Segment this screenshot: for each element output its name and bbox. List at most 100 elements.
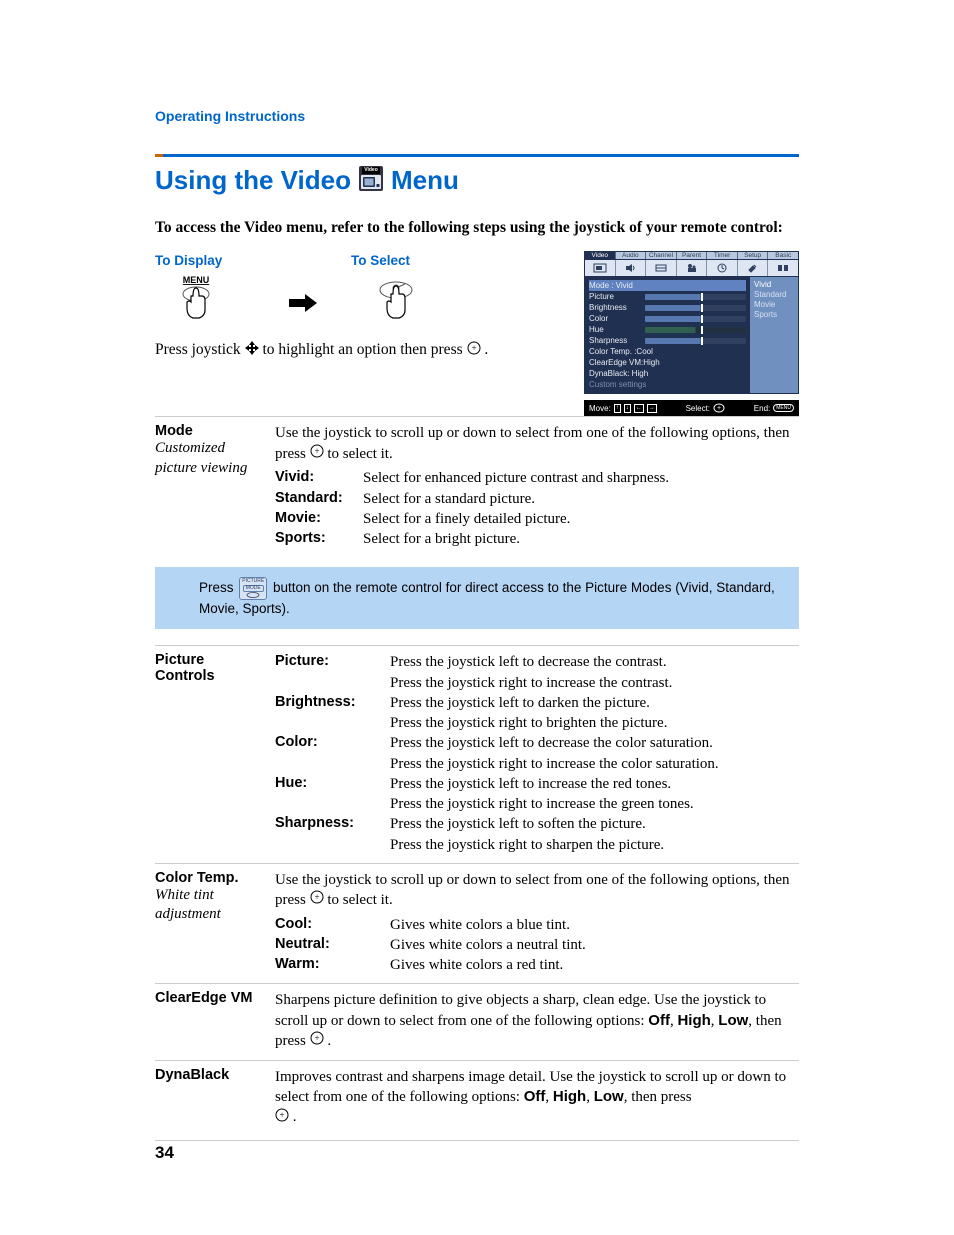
pc-term: Picture: — [275, 652, 390, 693]
osd-setting-row: Color — [589, 313, 746, 324]
manual-page: Operating Instructions Using the Video V… — [0, 0, 954, 1223]
db-high: High — [553, 1088, 586, 1105]
ce-low: Low — [718, 1012, 748, 1029]
arrow-right-icon — [287, 293, 319, 320]
osd-tab-icons — [584, 260, 799, 277]
mode-section: Mode Customized picture viewing Use the … — [155, 416, 799, 557]
ct-desc: Gives white colors a blue tint. — [390, 915, 799, 935]
ct-term: Cool: — [275, 915, 390, 935]
pc-term: Color: — [275, 733, 390, 774]
osd-mode-list: Vivid Standard Movie Sports — [750, 277, 798, 393]
pc-desc: Press the joystick left to darken the pi… — [390, 693, 799, 713]
osd-tab: Parent — [677, 252, 708, 260]
pc-desc: Press the joystick left to decrease the … — [390, 733, 799, 753]
osd-mode-option: Sports — [754, 310, 794, 319]
menu-press-icon: MENU — [175, 274, 217, 331]
mode-term: Movie: — [275, 509, 363, 529]
press-text-3: . — [484, 341, 488, 358]
mode-term: Vivid: — [275, 468, 363, 488]
page-number: 34 — [155, 1140, 799, 1163]
svg-text:+: + — [314, 446, 319, 456]
osd-screenshot: Video Audio Channel Parent Timer Setup B… — [584, 251, 799, 417]
audio-icon — [616, 260, 647, 276]
colortemp-section: Color Temp. White tint adjustment Use th… — [155, 863, 799, 984]
header-rule — [155, 154, 799, 157]
parent-icon — [677, 260, 708, 276]
tv-icon — [585, 260, 616, 276]
intro-text: To access the Video menu, refer to the f… — [155, 218, 799, 239]
select-circle-icon: + — [310, 890, 324, 910]
osd-tab: Channel — [646, 252, 677, 260]
osd-text-row: Custom settings — [589, 379, 746, 390]
osd-tab: Setup — [738, 252, 769, 260]
osd-mode-row: Mode : Vivid — [589, 280, 746, 291]
osd-setting-row: Sharpness — [589, 335, 746, 346]
svg-text:MENU: MENU — [183, 275, 210, 285]
pc-desc: Press the joystick right to increase the… — [390, 754, 799, 774]
svg-text:+: + — [314, 1033, 319, 1043]
title-part2: Menu — [391, 165, 459, 196]
clearedge-section: ClearEdge VM Sharpens picture definition… — [155, 983, 799, 1059]
page-title: Using the Video Video Menu — [155, 165, 799, 196]
dynablack-section: DynaBlack Improves contrast and sharpens… — [155, 1060, 799, 1136]
mode-subtitle: Customized picture viewing — [155, 439, 267, 478]
pc-term: Brightness: — [275, 693, 390, 734]
title-part1: Using the Video — [155, 165, 351, 196]
mode-term: Sports: — [275, 529, 363, 549]
joystick-press-icon — [371, 274, 421, 331]
pc-desc: Press the joystick right to increase the… — [390, 673, 799, 693]
colortemp-subtitle: White tint adjustment — [155, 886, 267, 925]
section-label: Operating Instructions — [155, 108, 799, 124]
osd-setting-row: Brightness — [589, 302, 746, 313]
db-low: Low — [594, 1088, 624, 1105]
osd-setting-row: Hue — [589, 324, 746, 335]
osd-tab-labels: Video Audio Channel Parent Timer Setup B… — [584, 251, 799, 261]
pc-term: Sharpness: — [275, 814, 390, 855]
press-text-2: to highlight an option then press — [262, 341, 466, 358]
mode-desc: Select for a standard picture. — [363, 489, 799, 509]
mode-title: Mode — [155, 423, 267, 439]
osd-tab: Basic — [768, 252, 798, 260]
mode-desc: Select for enhanced picture contrast and… — [363, 468, 799, 488]
mode-term: Standard: — [275, 489, 363, 509]
press-text-1: Press joystick — [155, 341, 245, 358]
mode-intro-b: to select it. — [327, 446, 392, 462]
colortemp-title: Color Temp. — [155, 870, 267, 886]
svg-text:+: + — [717, 405, 721, 412]
press-instruction: Press joystick to highlight an option th… — [155, 341, 572, 360]
timer-icon — [707, 260, 738, 276]
select-circle-icon: + — [467, 341, 481, 360]
basic-icon — [768, 260, 798, 276]
pc-term: Hue: — [275, 774, 390, 815]
ct-term: Neutral: — [275, 935, 390, 955]
db-off: Off — [524, 1088, 546, 1105]
callout-text-b: button on the remote control for direct … — [199, 580, 775, 616]
picture-controls-title: Picture Controls — [155, 652, 267, 684]
mode-desc: Select for a bright picture. — [363, 529, 799, 549]
osd-mode-option: Movie — [754, 300, 794, 309]
ct-desc: Gives white colors a neutral tint. — [390, 935, 799, 955]
osd-text-row: DynaBlack: High — [589, 368, 746, 379]
video-menu-icon: Video — [359, 166, 383, 191]
dpad-icon — [245, 341, 259, 360]
select-circle-icon: + — [275, 1108, 289, 1128]
to-display-label: To Display — [155, 253, 222, 268]
pc-desc: Press the joystick left to decrease the … — [390, 652, 799, 672]
mode-desc: Select for a finely detailed picture. — [363, 509, 799, 529]
osd-setting-row: Picture — [589, 291, 746, 302]
picture-controls-section: Picture Controls Picture: Press the joys… — [155, 645, 799, 863]
osd-tab: Audio — [616, 252, 647, 260]
ce-off: Off — [648, 1012, 670, 1029]
colortemp-intro-b: to select it. — [327, 892, 392, 908]
dynablack-title: DynaBlack — [155, 1067, 267, 1083]
channel-icon — [646, 260, 677, 276]
osd-tab: Timer — [707, 252, 738, 260]
pc-desc: Press the joystick right to increase the… — [390, 794, 799, 814]
ct-term: Warm: — [275, 955, 390, 975]
osd-tab: Video — [585, 252, 616, 260]
svg-text:+: + — [279, 1110, 284, 1120]
pc-desc: Press the joystick right to sharpen the … — [390, 835, 799, 855]
to-select-label: To Select — [351, 253, 410, 268]
ct-desc: Gives white colors a red tint. — [390, 955, 799, 975]
pc-desc: Press the joystick left to soften the pi… — [390, 814, 799, 834]
